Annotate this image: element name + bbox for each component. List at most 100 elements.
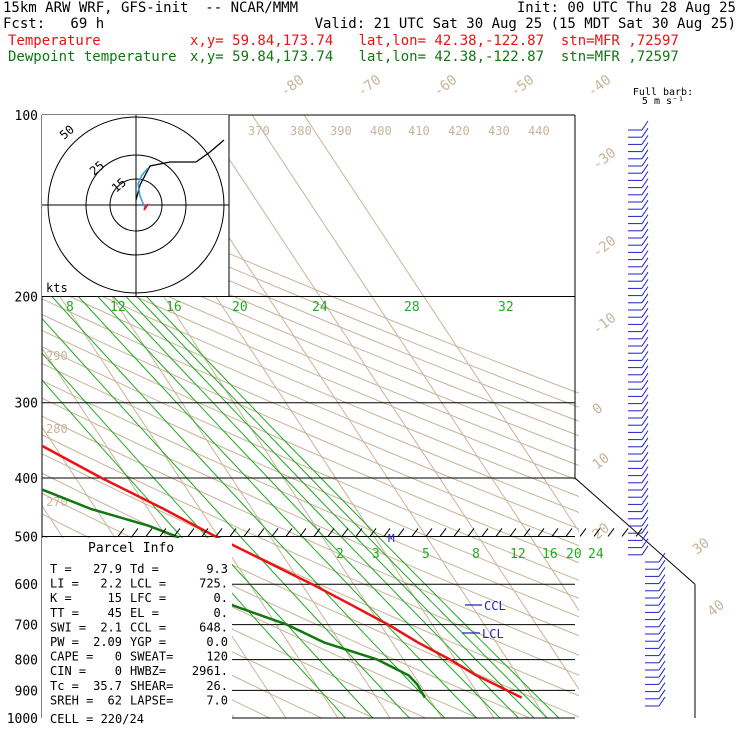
mixing-ratio-label: 32 xyxy=(498,300,514,315)
wind-barb xyxy=(641,221,649,232)
wind-barb xyxy=(641,502,649,512)
isotherm-line xyxy=(199,115,579,691)
wind-barb xyxy=(641,495,649,505)
parcel-value: 9.3 xyxy=(206,562,228,576)
theta-label: 440 xyxy=(528,124,550,138)
temperature-legend: Temperature xyxy=(8,33,101,49)
barb-tick-500 xyxy=(131,528,139,537)
barb-tick-500 xyxy=(523,528,531,537)
barb-tick-500 xyxy=(635,528,643,537)
mixing-ratio-label: 12 xyxy=(510,547,526,562)
barb-tick-500 xyxy=(411,528,419,537)
wind-barb xyxy=(658,696,666,707)
parcel-label: LAPSE= xyxy=(130,693,173,707)
parcel-label: SHEAR= xyxy=(130,679,173,693)
barb-tick-500 xyxy=(117,528,125,537)
wind-barb xyxy=(641,372,649,383)
mixing-ratio-label: 20 xyxy=(232,300,248,315)
isotherm-line xyxy=(303,115,579,533)
parcel-value: 15 xyxy=(108,591,122,605)
barb-tick-500 xyxy=(285,528,293,537)
wind-barb xyxy=(658,653,666,664)
parcel-label: LCL = xyxy=(130,577,166,591)
isotherm-label: -60 xyxy=(431,72,461,100)
theta-label: 370 xyxy=(248,124,270,138)
barb-tick-500 xyxy=(341,528,349,537)
wind-barb xyxy=(641,509,649,520)
pressure-label: 400 xyxy=(15,472,38,487)
wind-barb xyxy=(641,473,649,484)
parcel-cell: CELL = 220/24 xyxy=(50,712,144,726)
parcel-value: 27.9 xyxy=(93,562,122,576)
theta-label: 390 xyxy=(330,124,352,138)
wind-barb xyxy=(641,135,649,145)
barb-tick-500 xyxy=(229,528,237,537)
dry-adiabat xyxy=(42,268,579,498)
parcel-label: LI = xyxy=(50,577,79,591)
parcel-value: 648. xyxy=(199,620,228,634)
wind-barb xyxy=(658,675,666,685)
pressure-label: 700 xyxy=(15,619,38,634)
barb-tick-500 xyxy=(607,528,615,537)
parcel-label: PW = xyxy=(50,635,79,649)
wind-barb xyxy=(641,480,649,491)
wind-barb xyxy=(641,149,649,160)
barb-tick-500 xyxy=(369,528,377,537)
parcel-value: 2.09 xyxy=(93,635,122,649)
wind-barb xyxy=(641,401,649,412)
pressure-label: 200 xyxy=(15,291,38,306)
isotherm-label: -80 xyxy=(278,72,308,100)
dry-adiabat xyxy=(42,211,579,437)
barb-tick-500 xyxy=(579,528,587,537)
theta-label: 280 xyxy=(46,422,68,436)
wind-barb xyxy=(658,567,666,577)
pressure-label: 1000 xyxy=(7,712,38,727)
pressure-label: 800 xyxy=(15,654,38,669)
mixing-ratio-label: 5 xyxy=(422,547,430,562)
wind-barb xyxy=(641,423,649,433)
wind-barb xyxy=(641,235,649,246)
wind-barb xyxy=(641,315,649,325)
barb-tick-500 xyxy=(159,528,167,537)
isotherm-label: 10 xyxy=(590,450,613,473)
parcel-label: YGP = xyxy=(130,635,166,649)
wind-barb xyxy=(658,631,666,642)
parcel-label: Td = xyxy=(130,562,159,576)
mixing-ratio-label: 8 xyxy=(66,300,74,315)
barb-tick-500 xyxy=(621,528,629,537)
dry-adiabat xyxy=(42,239,579,467)
wind-barb xyxy=(658,617,666,628)
wind-barb xyxy=(641,466,649,476)
dry-adiabat xyxy=(42,282,579,513)
parcel-label: LFC = xyxy=(130,591,166,605)
wind-barb xyxy=(641,250,649,260)
plot-border-diagonal xyxy=(574,477,696,585)
wind-barb xyxy=(641,178,649,188)
dry-adiabat xyxy=(42,197,579,422)
wind-barb xyxy=(641,531,649,541)
lcl-label: LCL xyxy=(482,627,504,641)
isotherm-label: -10 xyxy=(590,310,620,338)
barb-tick-500 xyxy=(537,528,545,537)
theta-label: 420 xyxy=(448,124,470,138)
mixing-ratio-label: 28 xyxy=(404,300,420,315)
barb-tick-500 xyxy=(593,528,601,537)
wind-barb xyxy=(641,358,649,368)
wind-barb xyxy=(658,682,666,692)
wind-barb xyxy=(641,207,649,217)
parcel-info-title: Parcel Info xyxy=(88,541,174,556)
wind-barb xyxy=(641,127,649,138)
wind-barb xyxy=(641,415,649,426)
pressure-labels: 100 200 300 400 500 600 700 800 900 1000 xyxy=(7,109,38,727)
barb-tick-500 xyxy=(313,528,321,537)
wind-barb xyxy=(658,588,666,599)
temperature-profile xyxy=(42,444,523,699)
wind-barb xyxy=(658,667,666,678)
parcel-value: 725. xyxy=(199,577,228,591)
parcel-label: Tc = xyxy=(50,679,79,693)
wind-barb xyxy=(641,214,649,224)
barb-tick-500 xyxy=(397,528,405,537)
wind-barb xyxy=(658,624,666,635)
barb-tick-500 xyxy=(145,528,153,537)
